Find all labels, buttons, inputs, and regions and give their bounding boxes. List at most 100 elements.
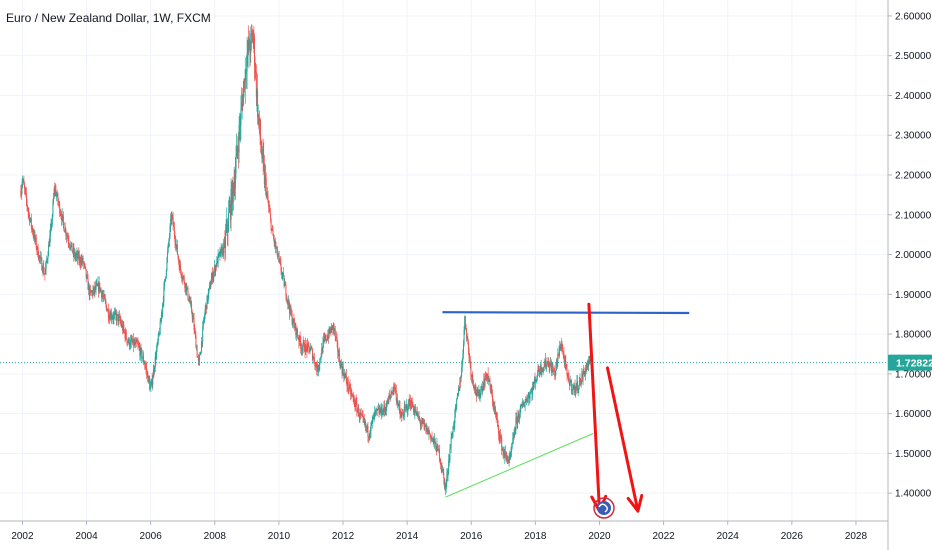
candle-body — [28, 214, 30, 222]
candle-body — [186, 287, 188, 289]
candle-body — [232, 181, 234, 187]
candle-body — [525, 399, 527, 402]
candle-body — [45, 261, 47, 269]
candle-body — [123, 324, 125, 330]
candle-body — [509, 456, 511, 460]
time-axis[interactable]: 2002 2004 2006 2008 2010 2012 2014 2016 2018 2020… — [0, 520, 888, 542]
candle-body — [448, 460, 450, 462]
candle-body — [91, 291, 93, 293]
candle-body — [136, 343, 138, 344]
candle-body — [359, 412, 361, 418]
candle-body — [517, 416, 519, 424]
candle-body — [481, 387, 483, 392]
candle-body — [300, 348, 302, 350]
candle-body — [461, 360, 463, 368]
candle-body — [339, 353, 341, 364]
candle-body — [112, 317, 114, 319]
candle-body — [162, 301, 164, 304]
candle-body — [68, 241, 70, 245]
price-axis[interactable]: 1.40000 1.50000 1.60000 1.70000 1.80000 1.900… — [887, 0, 932, 550]
candle-body — [94, 286, 96, 290]
candle-body — [314, 362, 316, 367]
candle-body — [491, 394, 493, 403]
arrow-drawing[interactable] — [587, 302, 601, 513]
x-tick-label: 2016 — [460, 531, 483, 542]
candle-body — [311, 347, 313, 350]
candle-body — [453, 423, 455, 428]
candle-body — [482, 386, 484, 392]
candle-body — [268, 206, 270, 211]
candle-body — [109, 315, 111, 319]
candle-body — [466, 338, 468, 339]
candle-body — [227, 230, 229, 232]
candle-body — [190, 301, 192, 304]
candle-body — [102, 296, 104, 298]
x-tick-label: 2002 — [11, 531, 34, 542]
candle-body — [41, 258, 43, 270]
candle-body — [287, 299, 289, 304]
candle-body — [38, 257, 40, 260]
candle-body — [108, 317, 110, 319]
arrow-head — [636, 494, 644, 513]
candle-body — [249, 39, 251, 50]
candle-body — [90, 290, 92, 293]
x-tick-label: 2024 — [717, 531, 740, 542]
candle-body — [479, 389, 481, 398]
horizontal-line-drawing[interactable] — [442, 311, 690, 315]
candle-body — [95, 285, 97, 290]
candle-body — [42, 266, 44, 273]
candle-body — [241, 102, 243, 109]
candle-body — [427, 428, 429, 435]
candle-body — [497, 420, 499, 426]
candle-body — [262, 149, 264, 159]
candle-body — [23, 180, 25, 186]
candle-body — [204, 309, 206, 316]
candle-body — [157, 334, 159, 342]
trend-line-drawing[interactable] — [445, 433, 594, 498]
candle-body — [156, 343, 158, 351]
candle-body — [519, 408, 521, 417]
arrow-drawing[interactable] — [605, 366, 640, 513]
candle-body — [446, 474, 448, 476]
candle-body — [537, 366, 539, 376]
candle-body — [334, 329, 336, 331]
candle-body — [201, 341, 203, 343]
candle-body — [264, 174, 266, 185]
candle-body — [382, 409, 384, 415]
candle-body — [91, 291, 93, 295]
candle-body — [131, 339, 133, 343]
candle-body — [534, 379, 536, 381]
candle-body — [185, 283, 187, 292]
candle-body — [557, 353, 559, 356]
candle-body — [245, 69, 247, 74]
x-tick-label: 2004 — [75, 531, 98, 542]
candle-body — [113, 314, 115, 319]
candle-body — [586, 365, 588, 368]
candle-body — [77, 253, 79, 259]
candle-body — [297, 337, 299, 339]
candle-body — [395, 390, 397, 401]
candle-body — [316, 366, 318, 372]
candle-body — [450, 446, 452, 449]
candle-body — [424, 423, 426, 426]
candle-body — [173, 227, 175, 236]
candle-body — [130, 339, 132, 341]
candle-body — [274, 241, 276, 244]
candle-body — [470, 375, 472, 378]
y-tick-label: 1.70000 — [895, 369, 932, 380]
candle-body — [551, 365, 553, 373]
candle-body — [117, 314, 119, 315]
candle-body — [64, 228, 66, 233]
candle-body — [548, 366, 550, 369]
candle-body — [62, 214, 64, 217]
candle-body — [181, 278, 183, 279]
candle-body — [421, 419, 423, 424]
candle-body — [234, 184, 236, 189]
candle-body — [339, 363, 341, 369]
candle-body — [469, 357, 471, 359]
candle-body — [98, 282, 100, 292]
candle-body — [244, 79, 246, 89]
candle-body — [400, 415, 402, 418]
candle-body — [456, 399, 458, 406]
